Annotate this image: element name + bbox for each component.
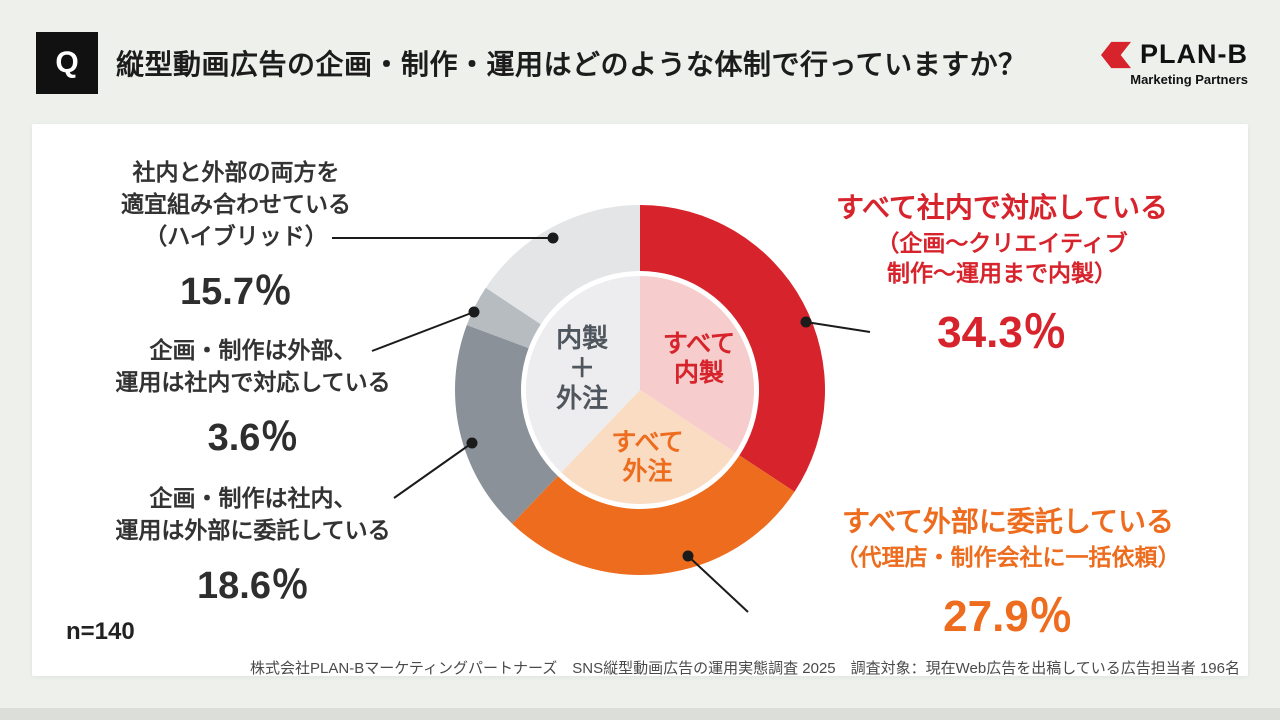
question-badge: Q bbox=[36, 32, 98, 94]
callout-hybrid-value: 15.7％ bbox=[180, 271, 292, 313]
sample-size: n=140 bbox=[66, 618, 135, 645]
inner-label-all-outsourced: すべて外注 bbox=[611, 429, 683, 486]
callout-all-outsourced-heading: すべて外部に委託している bbox=[841, 506, 1175, 537]
callout-all-inhouse-value: 34.3％ bbox=[937, 308, 1067, 357]
center-label: 内製＋外注 bbox=[556, 323, 608, 413]
brand-name: PLAN-B bbox=[1140, 39, 1248, 69]
callout-all-outsourced-sub: （代理店・制作会社に一括依頼） bbox=[835, 544, 1181, 570]
callout-inhouse-planning-value: 18.6％ bbox=[197, 565, 309, 607]
callout-line-5 bbox=[687, 555, 749, 613]
brand-logo: PLAN-B Marketing Partners bbox=[1099, 39, 1248, 87]
donut-segment-2 bbox=[512, 455, 795, 575]
inner-wedge-mixed bbox=[525, 276, 640, 473]
callout-hybrid: 社内と外部の両方を 適宜組み合わせている （ハイブリッド） 15.7％ bbox=[68, 156, 404, 315]
callout-all-inhouse: すべて社内で対応している （企画～クリエイティブ 制作～運用まで内製） 34.3… bbox=[800, 190, 1204, 360]
donut-segment-1 bbox=[640, 205, 825, 492]
callout-dot-2 bbox=[468, 306, 480, 318]
callout-hybrid-label: 社内と外部の両方を 適宜組み合わせている （ハイブリッド） bbox=[121, 159, 351, 249]
callout-external-planning-value: 3.6％ bbox=[207, 417, 299, 459]
donut-segment-3 bbox=[455, 324, 558, 524]
chart-card: すべて内製すべて外注 内製＋外注 社内と外部の両方を 適宜組み合わせている （ハイ… bbox=[32, 124, 1248, 677]
callout-dot-5 bbox=[682, 550, 694, 562]
callout-all-outsourced: すべて外部に委託している （代理店・制作会社に一括依頼） 27.9％ bbox=[798, 504, 1218, 644]
callout-external-planning-label: 企画・制作は外部、 運用は社内で対応している bbox=[115, 337, 391, 395]
header: Q 縦型動画広告の企画・制作・運用はどのような体制で行っていますか？ PLAN-… bbox=[36, 30, 1248, 96]
question-badge-label: Q bbox=[55, 46, 79, 79]
planb-logo-icon bbox=[1101, 41, 1131, 68]
inner-label-all-inhouse: すべて内製 bbox=[663, 330, 735, 387]
brand-subtitle: Marketing Partners bbox=[1130, 72, 1248, 87]
inner-wedge-all-inhouse bbox=[640, 276, 754, 453]
callout-dot-1 bbox=[547, 232, 559, 244]
callout-all-inhouse-heading: すべて社内で対応している bbox=[835, 192, 1169, 223]
callout-all-inhouse-sub: （企画～クリエイティブ 制作～運用まで内製） bbox=[876, 230, 1128, 286]
brand-row: PLAN-B bbox=[1099, 39, 1248, 70]
callout-line-3 bbox=[393, 442, 473, 499]
callout-all-outsourced-value: 27.9％ bbox=[943, 592, 1073, 641]
callout-external-planning: 企画・制作は外部、 運用は社内で対応している 3.6％ bbox=[58, 334, 448, 461]
source-note: 株式会社PLAN-Bマーケティングパートナーズ SNS縦型動画広告の運用実態調査… bbox=[250, 660, 1240, 677]
callout-dot-3 bbox=[466, 437, 478, 449]
callout-inhouse-planning: 企画・制作は社内、 運用は外部に委託している 18.6％ bbox=[58, 482, 448, 609]
inner-wedge-all-outsourced bbox=[561, 390, 736, 504]
donut-segment-4 bbox=[466, 287, 541, 349]
callout-line-2 bbox=[371, 311, 475, 352]
callout-dot-4 bbox=[800, 316, 812, 328]
callout-line-4 bbox=[805, 321, 871, 333]
bottom-edge-shadow bbox=[0, 708, 1280, 720]
page-title: 縦型動画広告の企画・制作・運用はどのような体制で行っていますか？ bbox=[116, 49, 1027, 80]
callout-inhouse-planning-label: 企画・制作は社内、 運用は外部に委託している bbox=[115, 485, 391, 543]
donut-segment-5 bbox=[485, 205, 640, 325]
